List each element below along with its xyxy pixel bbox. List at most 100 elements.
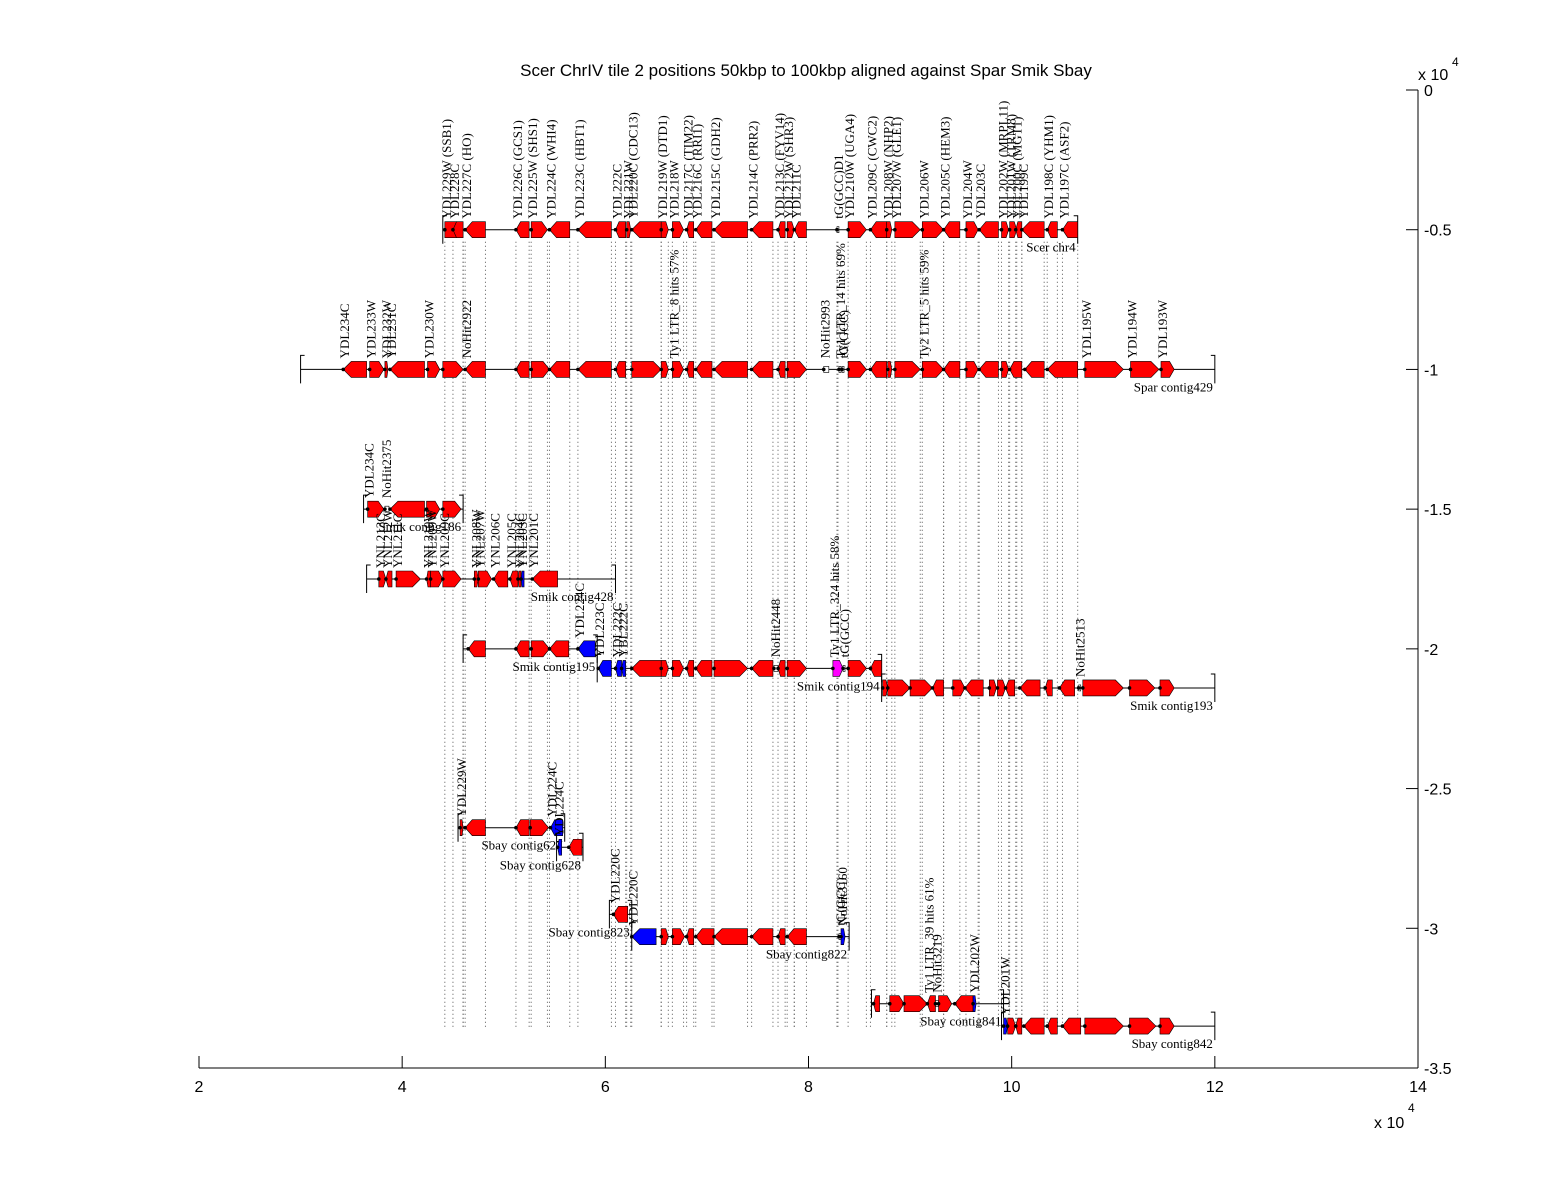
gene-arrow: [530, 640, 550, 658]
gene-arrow: [660, 361, 669, 378]
gene-label: YDL204W: [960, 159, 975, 218]
gene-arrow: [1019, 679, 1041, 697]
gene-arrow: [894, 361, 921, 378]
gene-label: YDL215C (GDH2): [708, 117, 723, 218]
gene-boundary-dot: [950, 686, 955, 690]
gene-boundary-dot: [902, 1001, 906, 1006]
gene-arrow: [464, 819, 486, 836]
gene-boundary-dot: [508, 577, 512, 581]
gene-arrow: [1062, 221, 1078, 239]
gene-arrow: [1159, 679, 1175, 697]
y-tick-label: -3: [1424, 921, 1438, 938]
gene-arrow: [989, 679, 997, 697]
gene-boundary-dot: [529, 367, 533, 372]
gene-arrow: [943, 221, 961, 239]
gene-label: YDL202W (MRPL11): [996, 101, 1011, 219]
gene-label: YNL201C: [526, 513, 541, 568]
gene-label: YDL234C: [337, 304, 352, 359]
gene-arrow: [886, 221, 893, 239]
gene-arrow: [378, 570, 387, 588]
gene-label: YDL207W (GLE1): [889, 117, 904, 219]
track-start-bracket: [366, 564, 371, 593]
gene-arrow: [793, 221, 807, 239]
track-name: Sbay contig822: [766, 947, 847, 962]
gene-boundary-dot: [1083, 1024, 1087, 1028]
gene-arrow: [887, 361, 893, 378]
gene-label: YNL209C: [437, 513, 452, 568]
gene-boundary-dot: [1013, 1024, 1018, 1028]
gene-arrow: [515, 221, 530, 239]
gene-arrow: [713, 361, 748, 378]
track-name: Sbay contig628: [500, 857, 581, 872]
gene-boundary-dot: [977, 367, 981, 372]
track-name: Sbay contig627: [481, 838, 563, 853]
track-name: Sbay contig842: [1132, 1036, 1213, 1051]
gene-boundary-dot: [443, 227, 447, 232]
gene-boundary-dot: [693, 227, 698, 232]
gene-boundary-dot: [684, 666, 689, 671]
track: Sbay contig841 Ty1 LTR_39 hits 61%NoHit32…: [870, 877, 1005, 1029]
gene-label: YDL195W: [1079, 299, 1094, 358]
gene-arrow: [921, 221, 945, 239]
gene-boundary-dot: [1013, 227, 1018, 232]
gene-boundary-dot: [749, 367, 754, 372]
gene-label: YDL199C: [1016, 164, 1031, 219]
gene-label: YDL233W: [364, 299, 379, 358]
gene-arrow: [367, 500, 385, 518]
gene-arrow: [695, 361, 713, 378]
x-tick-label: 6: [601, 1079, 610, 1096]
gene-boundary-dot: [712, 934, 716, 939]
gene-arrow: [713, 660, 748, 677]
gene-label: YDL212W (SHR3): [781, 117, 796, 219]
gene-boundary-dot: [776, 666, 780, 671]
gene-boundary-dot: [1045, 227, 1050, 232]
gene-arrow: [1084, 361, 1124, 378]
y-tick-label: -0.5: [1424, 223, 1452, 240]
gene-boundary-dot: [964, 367, 968, 372]
gene-arrow: [954, 995, 974, 1013]
gene-arrow: [577, 361, 612, 378]
gene-label: tG(GCC): [833, 877, 848, 925]
track-name: Smik contig194: [797, 678, 880, 693]
gene-arrow: [549, 221, 571, 239]
gene-label: YDL211C: [788, 164, 803, 218]
x-tick-label: 14: [1409, 1079, 1427, 1096]
gene-label: YNL212W: [380, 509, 395, 568]
gene-boundary-dot: [712, 666, 716, 671]
track-name: Sbay contig841: [920, 1014, 1001, 1029]
gene-label: YDL230W: [422, 299, 437, 358]
gene-label: YDL220C: [626, 871, 641, 926]
gene-boundary-dot: [458, 825, 462, 830]
gene-boundary-dot: [868, 227, 873, 232]
gene-label: YDL224C (WHI4): [543, 119, 558, 218]
gene-boundary-dot: [893, 367, 897, 372]
gene-label: YNL213C: [373, 513, 388, 568]
gene-label: YDL226C (GCS1): [510, 120, 525, 219]
gene-boundary-dot: [846, 367, 850, 372]
gene-boundary-dot: [1128, 367, 1133, 372]
gene-boundary-dot: [776, 934, 780, 939]
gene-boundary-dot: [528, 825, 532, 830]
gene-arrow: [786, 361, 807, 378]
gene-boundary-dot: [1076, 686, 1081, 690]
gene-boundary-dot: [388, 507, 392, 511]
gene-label: tG(GCC): [836, 310, 851, 358]
track-start-bracket: [631, 922, 636, 951]
gene-boundary-dot: [693, 367, 698, 372]
gene-label: YDL214C (PRR2): [746, 121, 761, 219]
gene-label: YNL211C: [390, 514, 405, 568]
gene-boundary-dot: [684, 934, 689, 939]
gene-boundary-dot: [611, 912, 616, 917]
gene-boundary-dot: [547, 367, 552, 372]
track: Sbay contig823 YDL220C: [548, 848, 633, 939]
gene-label: YDL220C (CDC13): [626, 112, 641, 219]
gene-boundary-dot: [785, 367, 789, 372]
gene-boundary-dot: [463, 825, 467, 830]
gene-label: YDL229W: [454, 757, 469, 816]
gene-label: NoHit3219: [929, 934, 944, 993]
gene-arrow: [467, 640, 486, 658]
gene-boundary-dot: [425, 367, 430, 372]
gene-boundary-dot: [920, 227, 925, 232]
gene-boundary-dot: [529, 227, 533, 232]
